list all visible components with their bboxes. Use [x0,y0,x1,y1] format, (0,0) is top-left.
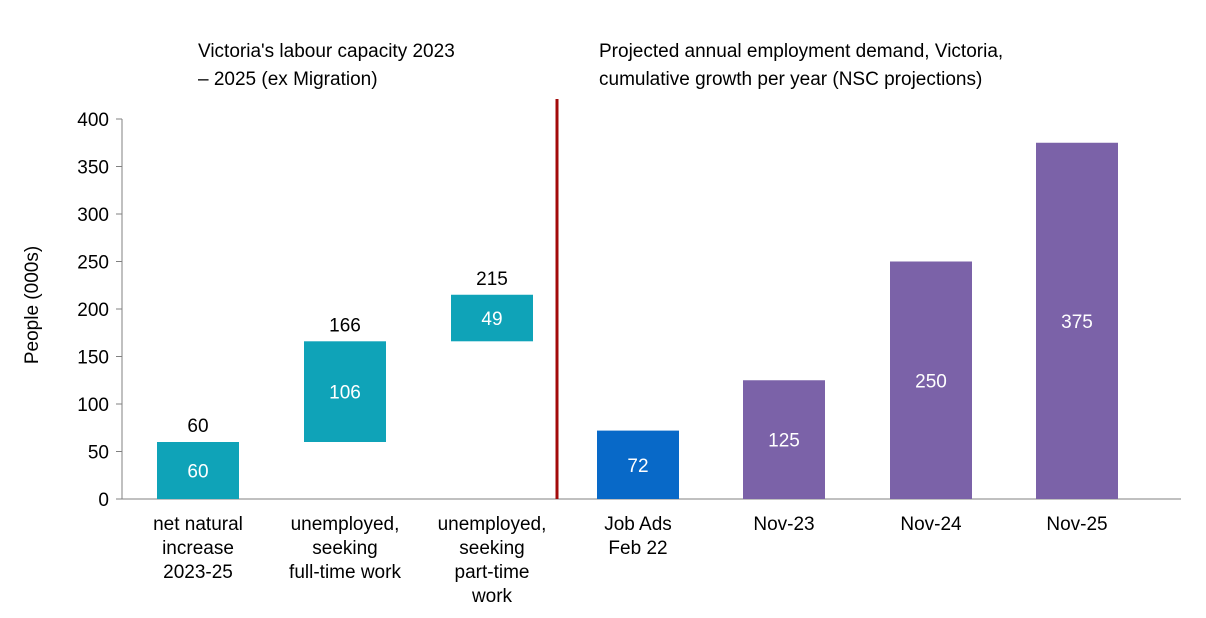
bar [451,294,533,342]
bar-value-label: 125 [768,431,800,452]
left-section-title-line: – 2025 (ex Migration) [198,69,378,90]
x-category-label: Nov-23 [753,514,814,535]
labels: Victoria's labour capacity 2023 – 2025 (e… [153,41,1108,607]
bar-value-label: 72 [627,456,648,477]
bar-value-label: 60 [187,462,208,483]
x-category-label: 2023-25 [163,562,233,583]
bar [743,380,825,499]
x-category-label: increase [162,538,234,559]
right-section-title-line: Projected annual employment demand, Vict… [599,41,1003,62]
x-category-label: work [471,586,513,607]
bar [1036,142,1118,499]
x-category-label: part-time [455,562,530,583]
x-category-label: Job Ads [604,514,672,535]
y-tick-label: 100 [77,395,109,416]
bar-total-label: 215 [476,269,508,290]
x-category-label: Nov-25 [1046,514,1107,535]
bar-total-label: 60 [187,416,208,437]
y-tick-label: 250 [77,253,109,274]
x-category-label: unemployed, [291,514,400,535]
axes: 0 50 100 150 200 250 300 350 400 People (000s) [22,99,1181,511]
x-category-label: Nov-24 [900,514,962,535]
plot-background [8,8,1198,594]
left-section-title-line: Victoria's labour capacity 2023 [198,41,455,62]
x-category-label: net natural [153,514,243,535]
bar-value-label: 49 [481,309,502,330]
y-axis-title: People (000s) [22,246,43,364]
bar [157,442,239,499]
x-category-label: unemployed, [438,514,547,535]
bar [597,430,679,499]
bars [157,142,1118,499]
bar-value-label: 375 [1061,312,1093,333]
x-category-label: seeking [312,538,378,559]
x-category-label: seeking [459,538,525,559]
right-section-title-line: cumulative growth per year (NSC projecti… [599,69,982,90]
bar-total-label: 166 [329,315,361,336]
bar [890,261,972,499]
y-tick-label: 350 [77,158,109,179]
y-tick-label: 0 [98,490,109,511]
y-tick-label: 50 [88,443,109,464]
y-tick-label: 300 [77,205,109,226]
bar-value-label: 250 [915,371,947,392]
x-category-label: Feb 22 [608,538,667,559]
y-tick-label: 150 [77,348,109,369]
y-tick-label: 400 [77,110,109,131]
bar-value-label: 106 [329,383,361,404]
y-tick-label: 200 [77,300,109,321]
x-category-label: full-time work [289,562,401,583]
bar [304,341,386,442]
